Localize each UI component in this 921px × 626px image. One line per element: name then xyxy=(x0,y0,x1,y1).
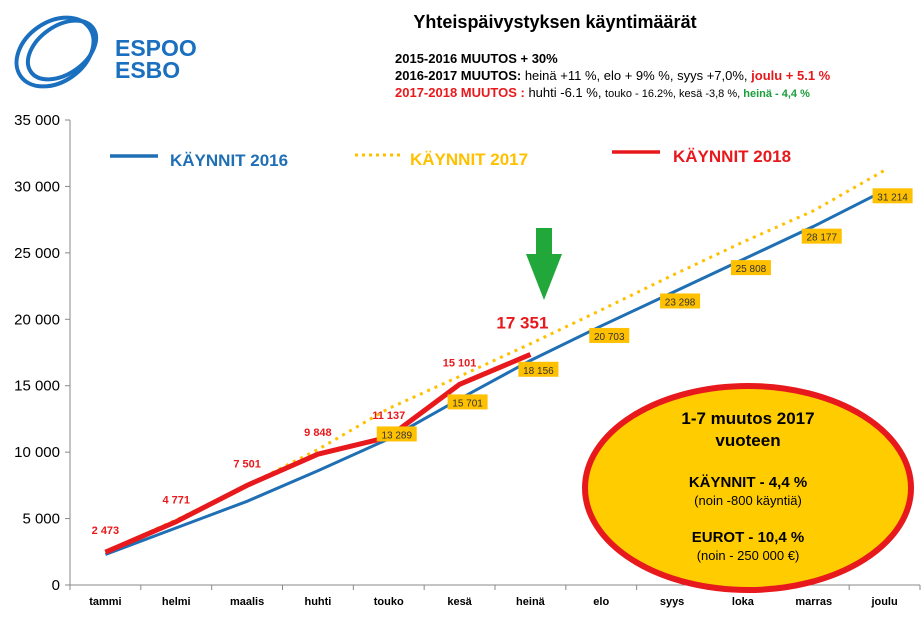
x-tick-label: syys xyxy=(660,596,684,608)
value-label-box xyxy=(589,327,630,343)
callout: 1-7 muutos 2017 vuoteen KÄYNNIT - 4,4 % … xyxy=(582,383,914,593)
x-tick-label: marras xyxy=(795,596,832,608)
value-label-box xyxy=(447,394,488,410)
callout-text: (noin -800 käyntiä) xyxy=(694,493,802,508)
value-label: 17 351 xyxy=(496,313,548,332)
note-part: heinä - 4,4 % xyxy=(743,88,810,100)
value-label-box xyxy=(376,426,417,442)
y-tick-label: 35 000 xyxy=(14,112,60,129)
note: 2015-2016 MUUTOS + 30% xyxy=(395,51,558,66)
value-label-box xyxy=(660,293,701,309)
value-label: 31 214 xyxy=(877,192,908,203)
note-part: heinä +11 %, elo + 9% %, syys +7,0%, xyxy=(521,68,751,83)
note-part: joulu + 5.1 % xyxy=(750,68,831,83)
x-tick-label: touko xyxy=(374,596,404,608)
callout-text: KÄYNNIT - 4,4 % xyxy=(689,474,807,491)
note-part: 2016-2017 MUUTOS: xyxy=(395,68,521,83)
y-tick-label: 30 000 xyxy=(14,178,60,195)
callout-text: vuoteen xyxy=(715,431,780,450)
series-line xyxy=(104,168,886,554)
x-tick-label: joulu xyxy=(870,596,897,608)
logo-text: ESPOO xyxy=(115,35,197,61)
logo-ring xyxy=(14,15,96,89)
value-label: 28 177 xyxy=(806,233,837,244)
series-line xyxy=(104,352,532,555)
y-tick-label: 10 000 xyxy=(14,444,60,461)
y-tick-label: 25 000 xyxy=(14,245,60,262)
value-label: 20 703 xyxy=(594,332,625,343)
x-tick-label: elo xyxy=(593,596,609,608)
value-label: 2 473 xyxy=(92,525,120,537)
x-tick-label: heinä xyxy=(516,596,546,608)
value-label: 23 298 xyxy=(665,297,696,308)
logo-ring xyxy=(25,18,99,82)
y-tick-label: 15 000 xyxy=(14,378,60,395)
callout-text: EUROT - 10,4 % xyxy=(692,529,805,546)
value-label: 15 101 xyxy=(443,357,477,369)
chart-title: Yhteispäivystyksen käyntimäärät xyxy=(413,12,696,32)
value-label-box xyxy=(518,361,559,377)
y-tick-label: 0 xyxy=(52,577,60,594)
y-tick-label: 20 000 xyxy=(14,311,60,328)
legend-label: KÄYNNIT 2017 xyxy=(410,150,528,169)
note-part: huhti -6.1 %, xyxy=(525,85,605,100)
x-tick-label: loka xyxy=(732,596,755,608)
note-part: 2015-2016 MUUTOS + 30% xyxy=(395,51,558,66)
x-tick-label: huhti xyxy=(304,596,331,608)
value-label: 25 808 xyxy=(736,264,767,275)
callout-shape xyxy=(582,383,914,593)
legend-label: KÄYNNIT 2016 xyxy=(170,151,288,170)
value-label: 18 156 xyxy=(523,366,554,377)
note: 2016-2017 MUUTOS: heinä +11 %, elo + 9% … xyxy=(395,68,831,83)
note-part: 2017-2018 MUUTOS : xyxy=(395,85,525,100)
x-tick-label: kesä xyxy=(447,596,472,608)
legend-label: KÄYNNIT 2018 xyxy=(673,147,791,166)
note: 2017-2018 MUUTOS : huhti -6.1 %, touko -… xyxy=(395,85,810,100)
arrow xyxy=(526,228,562,300)
value-label: 15 701 xyxy=(452,398,483,409)
logo: ESPOO ESBO xyxy=(14,15,197,89)
value-label: 9 848 xyxy=(304,427,332,439)
y-tick-label: 5 000 xyxy=(22,511,60,528)
value-label: 4 771 xyxy=(162,495,190,507)
value-label-box xyxy=(801,228,842,244)
value-label-box xyxy=(730,260,771,276)
value-label: 11 137 xyxy=(372,410,405,422)
x-tick-label: helmi xyxy=(162,596,191,608)
callout-text: 1-7 muutos 2017 xyxy=(681,409,814,428)
logo-text: ESBO xyxy=(115,57,180,83)
value-label: 13 289 xyxy=(381,430,412,441)
note-part: touko - 16.2%, kesä -3,8 %, xyxy=(605,88,743,100)
x-tick-label: tammi xyxy=(89,596,121,608)
callout-text: (noin - 250 000 €) xyxy=(697,548,800,563)
series-line xyxy=(104,189,886,556)
value-label: 7 501 xyxy=(233,458,261,470)
value-label-box xyxy=(872,188,913,204)
x-tick-label: maalis xyxy=(230,596,264,608)
